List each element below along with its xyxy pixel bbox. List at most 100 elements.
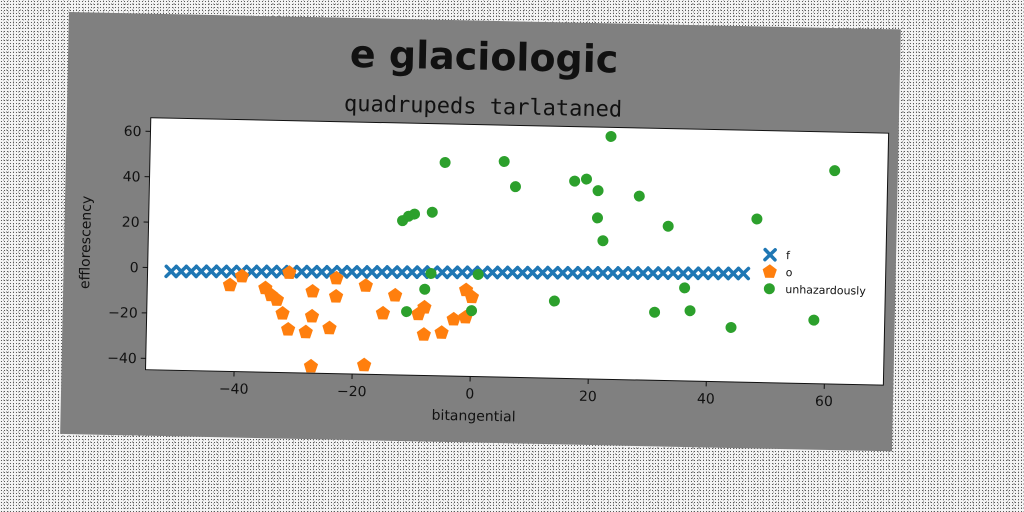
- data-point-circle: [472, 268, 484, 280]
- data-point-x: [515, 265, 530, 280]
- data-point-x: [505, 265, 520, 280]
- data-point-x: [395, 265, 409, 280]
- data-point-pentagon: [304, 308, 320, 323]
- data-point-x-stroke: [525, 266, 540, 280]
- data-point-x-stroke: [304, 265, 319, 279]
- data-point-x-stroke: [395, 265, 409, 279]
- data-point-x-stroke: [174, 264, 189, 279]
- data-point-circle: [592, 185, 604, 197]
- data-point-x-stroke: [385, 265, 399, 279]
- data-point-pentagon: [303, 358, 319, 373]
- data-point-x-stroke: [656, 266, 670, 280]
- data-point-x-stroke: [495, 265, 510, 280]
- data-point-x: [676, 266, 690, 281]
- legend-marker-stroke: [763, 248, 777, 262]
- data-point-x: [595, 266, 610, 280]
- data-point-pentagon: [222, 277, 238, 292]
- data-point-x: [616, 266, 630, 280]
- data-point-pentagon: [375, 305, 391, 320]
- data-point-circle: [498, 155, 510, 167]
- data-point-pentagon: [387, 287, 403, 302]
- data-point-circle: [808, 314, 820, 326]
- data-point-pentagon: [305, 283, 320, 298]
- data-point-x: [726, 266, 741, 281]
- data-point-x-stroke: [626, 266, 640, 280]
- data-point-x-stroke: [726, 266, 741, 281]
- data-point-x-stroke: [666, 266, 680, 280]
- data-point-x-stroke: [375, 265, 389, 279]
- data-point-x-stroke: [636, 266, 650, 280]
- data-point-x: [385, 265, 399, 279]
- legend-label: f: [786, 249, 791, 262]
- data-point-x: [646, 266, 660, 280]
- x-tick-label: −20: [337, 384, 367, 401]
- data-point-pentagon: [282, 265, 297, 279]
- data-point-x-stroke: [646, 266, 660, 280]
- data-point-x: [736, 266, 751, 281]
- data-point-pentagon: [234, 268, 250, 283]
- legend-label: o: [786, 266, 793, 279]
- data-point-x: [415, 265, 430, 280]
- data-point-circle: [829, 165, 841, 177]
- y-axis-label: efflorescency: [77, 196, 95, 290]
- data-point-x-stroke: [405, 265, 419, 279]
- data-point-x: [254, 264, 269, 279]
- y-tick-label: 20: [122, 215, 140, 231]
- data-point-x-stroke: [365, 265, 379, 279]
- data-point-x: [435, 265, 450, 280]
- data-point-x: [455, 265, 470, 280]
- data-point-circle: [591, 212, 603, 224]
- data-point-circle: [751, 213, 763, 225]
- data-point-circle: [426, 206, 438, 218]
- data-point-circle: [633, 190, 645, 202]
- data-point-circle: [409, 208, 421, 220]
- data-point-x: [214, 264, 229, 279]
- data-point-x-stroke: [545, 265, 560, 280]
- y-tick-label: 60: [123, 124, 141, 140]
- data-point-x-stroke: [455, 265, 470, 279]
- data-point-x: [184, 264, 199, 279]
- data-point-x: [304, 264, 319, 279]
- data-point-circle: [509, 181, 521, 193]
- data-point-x: [656, 266, 670, 280]
- legend-box: [755, 242, 875, 305]
- data-point-x: [575, 265, 590, 280]
- x-axis-label: bitangential: [431, 408, 515, 426]
- data-point-x-stroke: [214, 264, 229, 278]
- y-tick-label: −20: [108, 305, 138, 322]
- data-point-x-stroke: [696, 266, 711, 280]
- plot-area: [145, 117, 890, 386]
- data-point-x-stroke: [355, 265, 369, 279]
- x-tick-label: 20: [579, 389, 597, 405]
- data-point-x-stroke: [716, 266, 731, 281]
- legend-marker: [762, 264, 777, 278]
- data-point-pentagon: [322, 320, 337, 335]
- data-point-pentagon: [269, 292, 285, 306]
- data-point-pentagon: [417, 299, 432, 314]
- data-point-x: [696, 266, 711, 281]
- chart-figure: e glaciologic quadrupeds tarlataned −40−…: [60, 11, 901, 452]
- data-point-x-stroke: [194, 264, 209, 279]
- data-point-x: [224, 264, 239, 279]
- y-tick-label: −40: [107, 351, 137, 368]
- data-point-circle: [466, 305, 478, 317]
- data-point-x-stroke: [204, 264, 219, 279]
- data-point-x-stroke: [706, 266, 721, 280]
- data-point-x-stroke: [585, 266, 600, 280]
- data-point-x: [666, 266, 680, 280]
- data-point-x: [485, 265, 500, 280]
- legend-marker: [763, 247, 777, 262]
- data-point-circle: [605, 130, 617, 142]
- data-point-x-stroke: [575, 266, 590, 280]
- data-point-x-stroke: [555, 266, 570, 280]
- data-point-pentagon: [464, 289, 480, 304]
- data-point-x: [636, 266, 650, 281]
- data-point-x: [365, 265, 379, 279]
- data-point-x-stroke: [345, 265, 359, 279]
- data-point-x-stroke: [686, 266, 701, 280]
- x-tick-label: 60: [815, 394, 833, 410]
- data-point-x: [355, 265, 369, 279]
- data-point-pentagon: [329, 270, 344, 285]
- data-point-x: [626, 266, 640, 280]
- data-point-x: [585, 265, 600, 280]
